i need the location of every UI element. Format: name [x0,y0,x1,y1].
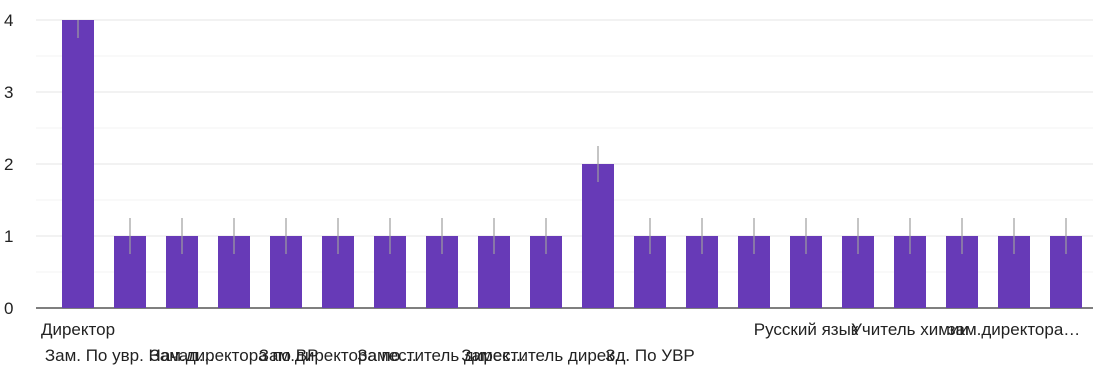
x-tick-label: Учитель химии [851,320,969,339]
grid [36,19,1093,309]
y-tick-label: 1 [4,227,13,246]
x-tick-label: Зам.директора по ВР [150,346,319,365]
x-tick-label: Зд. По УВР [605,346,695,365]
y-axis: 0 1 2 3 4 [4,11,13,318]
x-tick-label: Зам. По увр. Начал… [45,346,215,365]
x-tick-label: Заместитель дирек… [357,346,526,365]
bars [62,20,1082,308]
bar [582,164,614,308]
x-tick-label: Зам.директора по… [259,346,417,365]
x-tick-label: Заместитель дирек… [461,346,630,365]
y-tick-label: 2 [4,155,13,174]
y-tick-label: 3 [4,83,13,102]
x-tick-label: зам.директора… [948,320,1081,339]
bar [62,20,94,308]
y-tick-label: 4 [4,11,13,30]
x-tick-label: Русский язык [754,320,859,339]
y-tick-label: 0 [4,299,13,318]
x-tick-label: Директор [41,320,115,339]
